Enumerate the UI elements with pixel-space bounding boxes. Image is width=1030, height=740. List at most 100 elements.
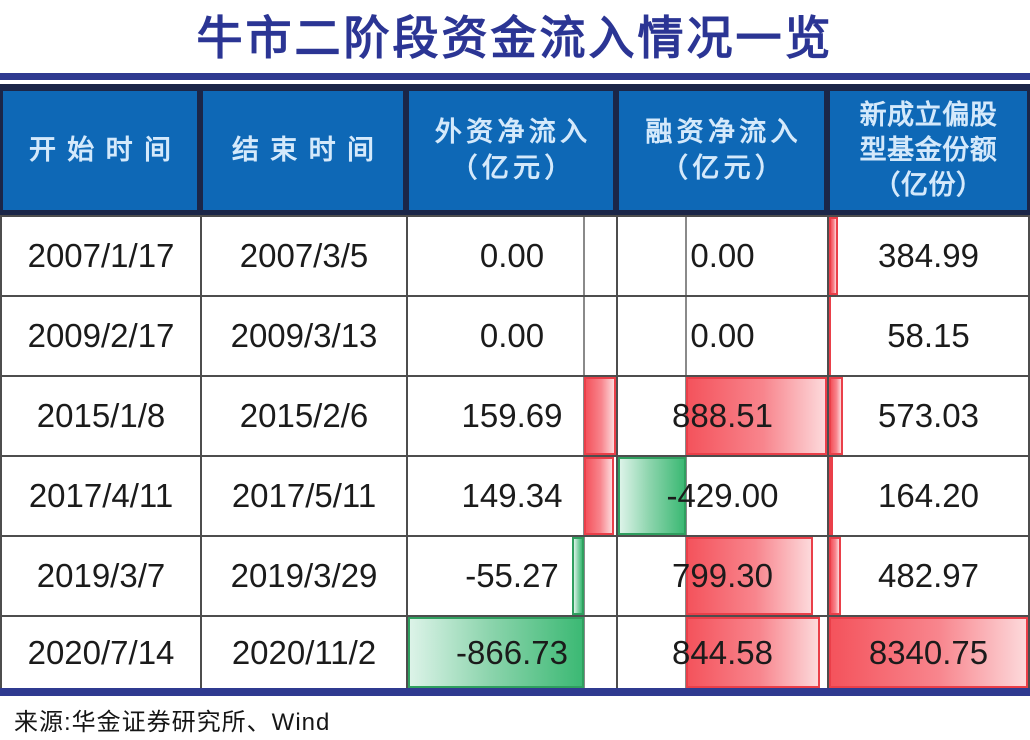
header-line: 新成立偏股 bbox=[859, 99, 998, 130]
positive-data-bar bbox=[829, 217, 839, 295]
header-line: 融资净流入 bbox=[645, 117, 802, 148]
cell-foreign-net-inflow: -866.73 bbox=[408, 617, 618, 688]
positive-data-bar bbox=[829, 537, 841, 615]
cell-value: 2020/7/14 bbox=[27, 633, 175, 671]
source-note: 来源:华金证券研究所、Wind bbox=[14, 709, 331, 736]
cell-end-time: 2017/5/11 bbox=[202, 457, 408, 535]
cell-value: 2019/3/29 bbox=[230, 557, 378, 594]
zero-axis-line bbox=[685, 217, 688, 295]
title-underline bbox=[0, 73, 1030, 80]
cell-foreign-net-inflow: 0.00 bbox=[408, 217, 618, 295]
negative-data-bar bbox=[572, 537, 584, 615]
header-end-time: 结束时间 bbox=[203, 91, 403, 210]
cell-margin-net-inflow: -429.00 bbox=[618, 457, 829, 535]
cell-value: 0.00 bbox=[690, 317, 755, 354]
cell-value: 2020/11/2 bbox=[231, 633, 377, 671]
table-bottom-rule bbox=[0, 688, 1030, 696]
cell-margin-net-inflow: 844.58 bbox=[618, 617, 829, 688]
positive-data-bar bbox=[829, 297, 831, 375]
cell-end-time: 2009/3/13 bbox=[202, 297, 408, 375]
cell-foreign-net-inflow: 149.34 bbox=[408, 457, 618, 535]
cell-value: 888.51 bbox=[672, 397, 773, 434]
header-start-time: 开始时间 bbox=[3, 91, 197, 210]
positive-data-bar bbox=[829, 377, 843, 455]
cell-margin-net-inflow: 799.30 bbox=[618, 537, 829, 615]
header-line: 结束时间 bbox=[231, 134, 386, 165]
cell-value: 2009/3/13 bbox=[230, 317, 378, 354]
positive-data-bar bbox=[686, 617, 821, 688]
cell-value: 159.69 bbox=[461, 397, 563, 434]
negative-data-bar bbox=[618, 457, 687, 535]
cell-start-time: 2020/7/14 bbox=[2, 617, 202, 688]
cell-new-fund-shares: 573.03 bbox=[829, 377, 1030, 455]
cell-value: 482.97 bbox=[878, 557, 979, 594]
table-body: 2007/1/17 2007/3/5 0.00 0.00 384.99 2009/2/17… bbox=[0, 215, 1030, 688]
positive-data-bar bbox=[829, 457, 833, 535]
cell-value: -429.00 bbox=[666, 477, 779, 514]
cell-value: 2015/2/6 bbox=[239, 397, 369, 434]
cell-value: 2017/4/11 bbox=[28, 477, 174, 514]
cell-value: 0.00 bbox=[690, 237, 755, 274]
cell-margin-net-inflow: 0.00 bbox=[618, 297, 829, 375]
cell-start-time: 2017/4/11 bbox=[2, 457, 202, 535]
cell-new-fund-shares: 58.15 bbox=[829, 297, 1030, 375]
cell-value: 2015/1/8 bbox=[36, 397, 166, 434]
table-row: 2009/2/17 2009/3/13 0.00 0.00 58.15 bbox=[0, 295, 1030, 375]
positive-data-bar bbox=[583, 457, 614, 535]
cell-value: 149.34 bbox=[461, 477, 563, 514]
cell-end-time: 2007/3/5 bbox=[202, 217, 408, 295]
cell-end-time: 2015/2/6 bbox=[202, 377, 408, 455]
cell-value: -55.27 bbox=[465, 557, 559, 594]
cell-foreign-net-inflow: 159.69 bbox=[408, 377, 618, 455]
cell-start-time: 2019/3/7 bbox=[2, 537, 202, 615]
header-line: 型基金份额 bbox=[859, 134, 998, 165]
header-line: 开始时间 bbox=[28, 134, 183, 165]
header-line: （亿元） bbox=[450, 152, 576, 183]
header-line: 外资净流入 bbox=[434, 117, 592, 148]
header-new-fund-shares: 新成立偏股型基金份额 （亿份） bbox=[830, 91, 1027, 210]
header-line: （亿元） bbox=[661, 152, 787, 183]
cell-value: 8340.75 bbox=[868, 633, 989, 671]
table-row: 2015/1/8 2015/2/6 159.69 888.51 573.03 bbox=[0, 375, 1030, 455]
cell-end-time: 2019/3/29 bbox=[202, 537, 408, 615]
positive-data-bar bbox=[686, 537, 813, 615]
header-line: （亿份） bbox=[873, 170, 984, 201]
zero-axis-line bbox=[685, 457, 688, 535]
zero-axis-line bbox=[582, 297, 585, 375]
zero-axis-line bbox=[582, 617, 585, 688]
cell-value: 2007/1/17 bbox=[27, 237, 175, 274]
table-header-row: 开始时间 结束时间 外资净流入 （亿元） 融资净流入 （亿元） 新成立偏股型基金份额 （亿份） bbox=[0, 84, 1030, 215]
cell-margin-net-inflow: 0.00 bbox=[618, 217, 829, 295]
cell-value: -866.73 bbox=[456, 633, 568, 671]
fund-inflow-table: 开始时间 结束时间 外资净流入 （亿元） 融资净流入 （亿元） 新成立偏股型基金份额 （亿份）… bbox=[0, 84, 1030, 688]
cell-start-time: 2015/1/8 bbox=[2, 377, 202, 455]
table-row: 2020/7/14 2020/11/2 -866.73 844.58 8340.75 bbox=[0, 615, 1030, 688]
negative-data-bar bbox=[408, 617, 584, 688]
cell-new-fund-shares: 384.99 bbox=[829, 217, 1030, 295]
cell-value: 384.99 bbox=[878, 237, 979, 274]
page-title: 牛市二阶段资金流入情况一览 bbox=[196, 12, 834, 64]
cell-value: 0.00 bbox=[479, 237, 545, 274]
zero-axis-line bbox=[582, 217, 585, 295]
cell-start-time: 2007/1/17 bbox=[2, 217, 202, 295]
cell-value: 2019/3/7 bbox=[36, 557, 166, 594]
zero-axis-line bbox=[582, 537, 585, 615]
table-row: 2007/1/17 2007/3/5 0.00 0.00 384.99 bbox=[0, 215, 1030, 295]
positive-data-bar bbox=[686, 377, 827, 455]
cell-value: 2017/5/11 bbox=[231, 477, 377, 514]
cell-start-time: 2009/2/17 bbox=[2, 297, 202, 375]
table-row: 2017/4/11 2017/5/11 149.34 -429.00 164.20 bbox=[0, 455, 1030, 535]
positive-data-bar bbox=[583, 377, 616, 455]
cell-value: 2007/3/5 bbox=[239, 237, 369, 274]
cell-end-time: 2020/11/2 bbox=[202, 617, 408, 688]
cell-value: 844.58 bbox=[672, 633, 773, 671]
cell-foreign-net-inflow: 0.00 bbox=[408, 297, 618, 375]
cell-new-fund-shares: 164.20 bbox=[829, 457, 1030, 535]
cell-value: 573.03 bbox=[878, 397, 979, 434]
cell-value: 0.00 bbox=[479, 317, 545, 354]
cell-value: 164.20 bbox=[878, 477, 979, 514]
cell-value: 799.30 bbox=[672, 557, 773, 594]
header-margin-net-inflow: 融资净流入 （亿元） bbox=[619, 91, 824, 210]
cell-new-fund-shares: 8340.75 bbox=[829, 617, 1030, 688]
